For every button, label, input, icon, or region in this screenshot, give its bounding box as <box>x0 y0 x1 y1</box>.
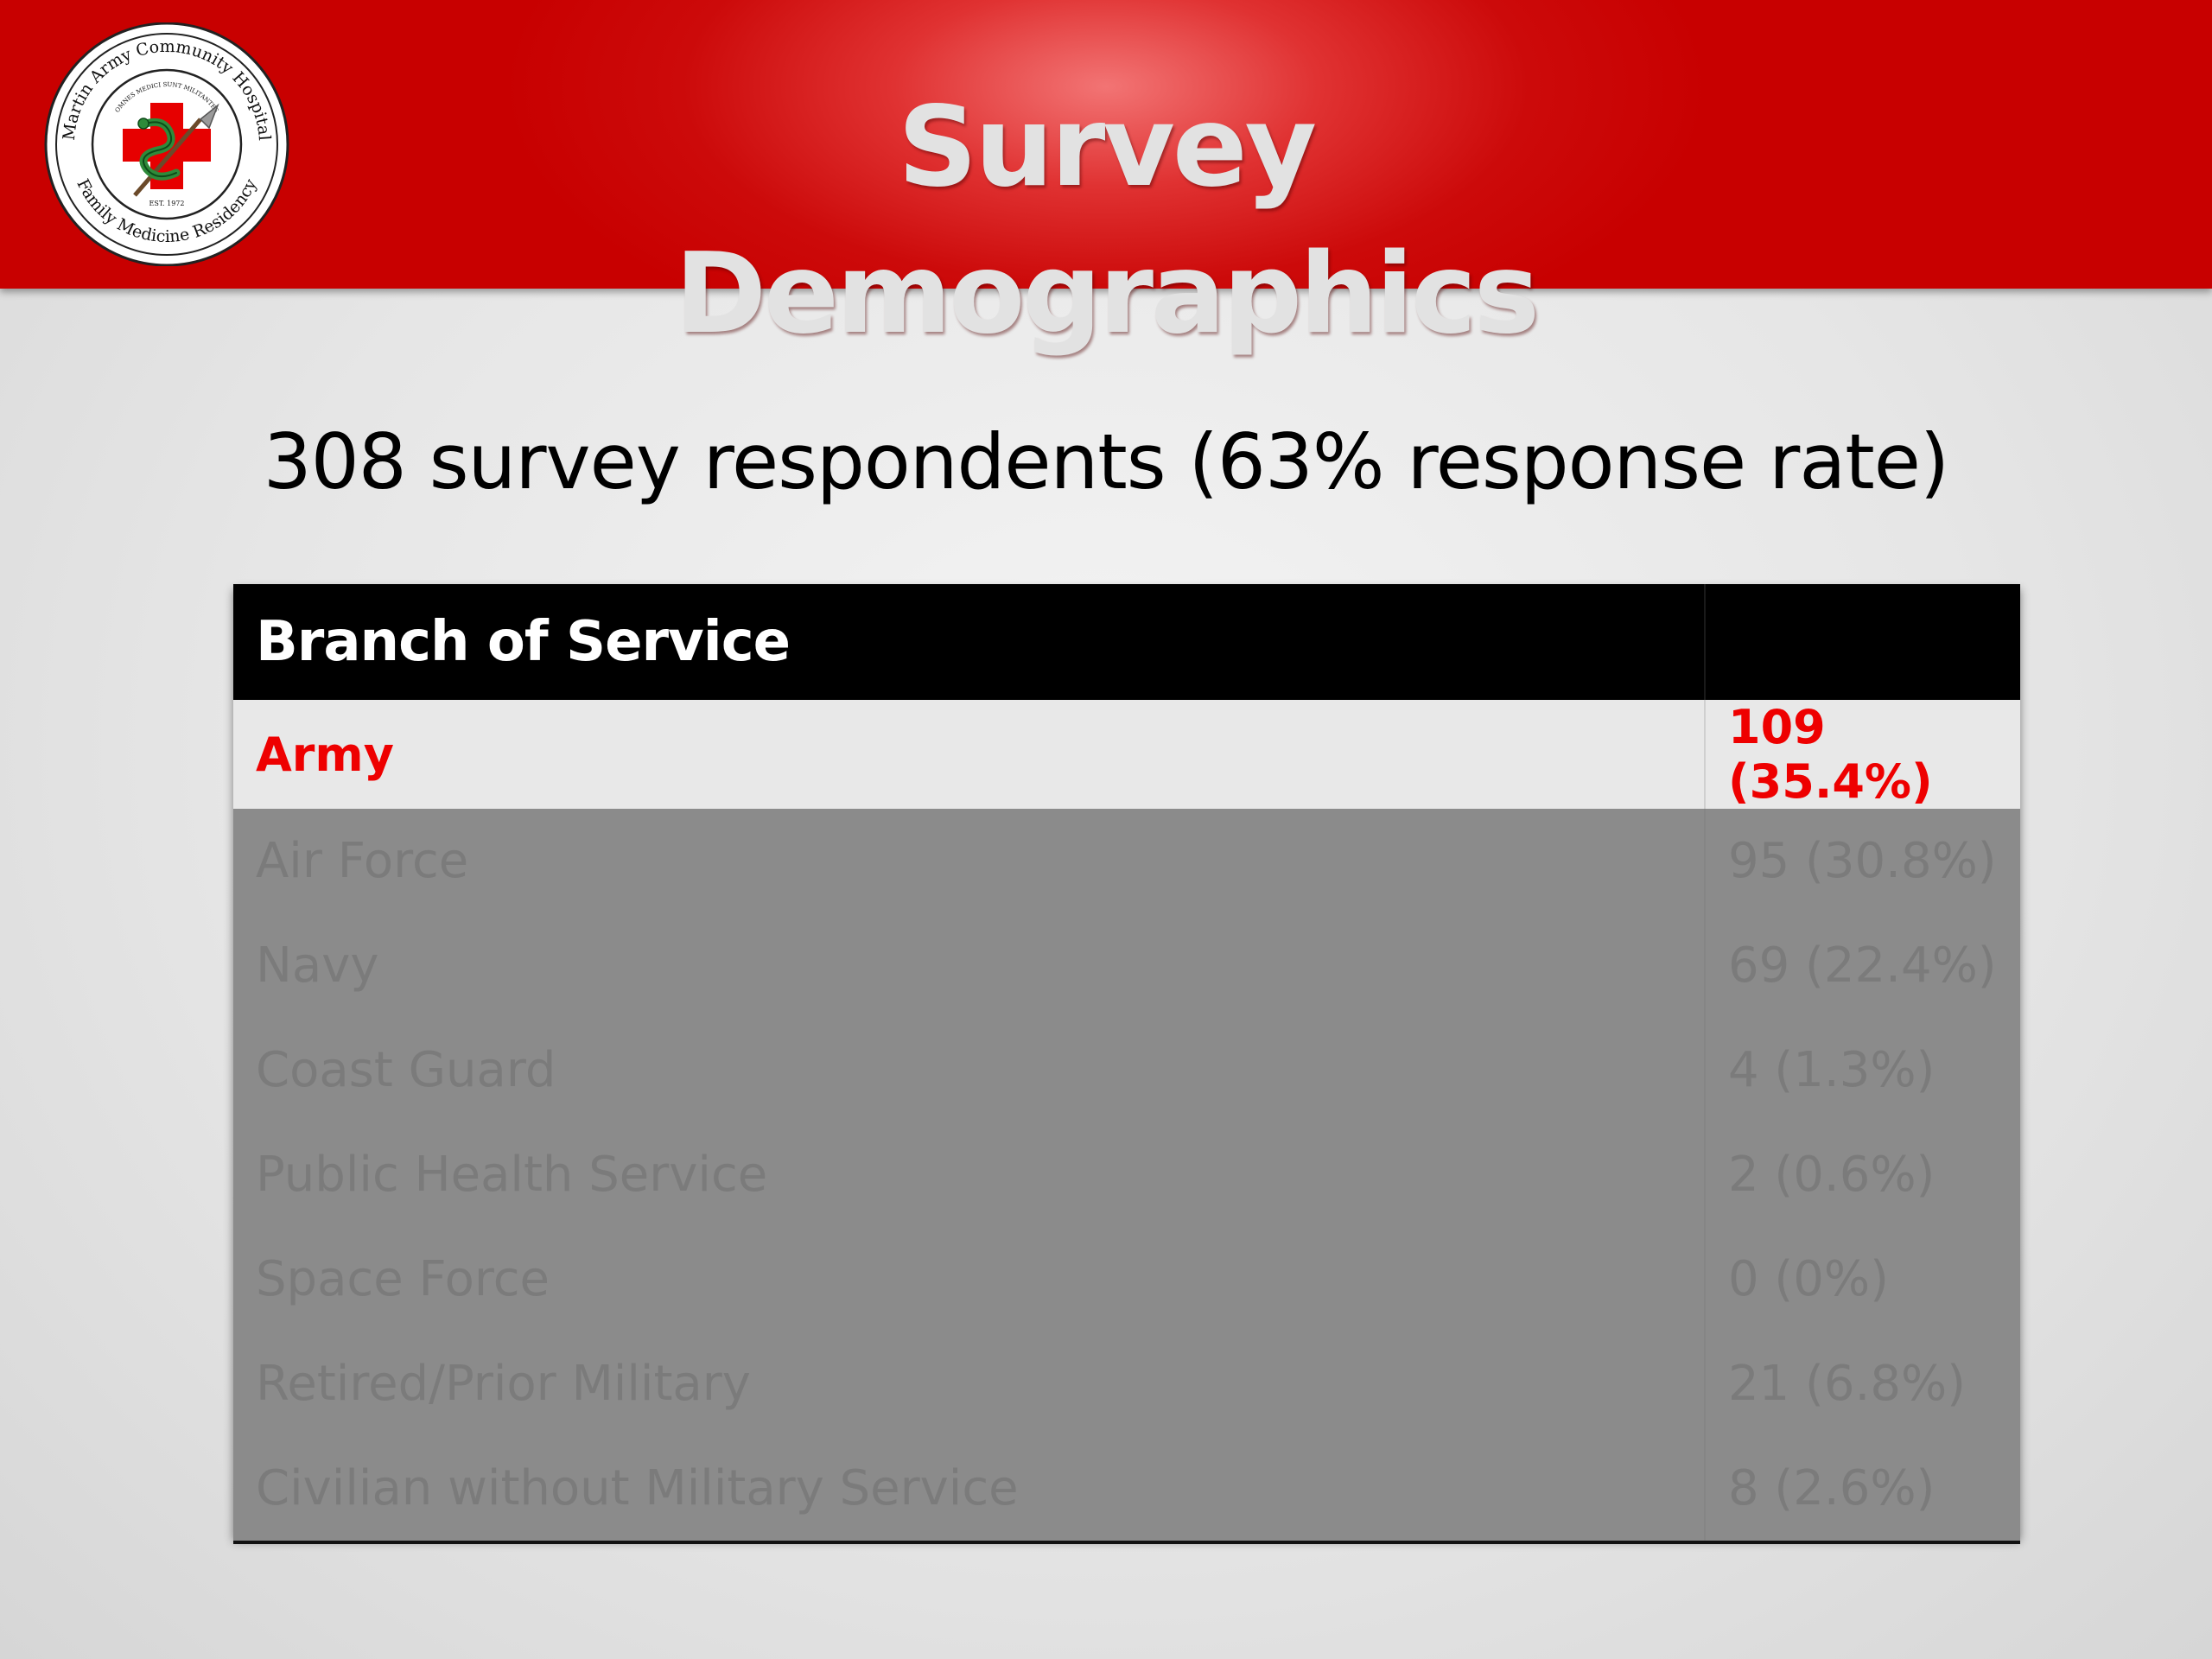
branch-label: Navy <box>233 913 1705 1018</box>
branch-count: 95 (30.8%) <box>1704 809 2020 913</box>
table-row: Space Force 0 (0%) <box>233 1227 2020 1332</box>
branch-count: 109 (35.4%) <box>1704 700 2020 809</box>
slide-title: Survey Demographics <box>674 83 1540 359</box>
count-column-header <box>1704 584 2020 700</box>
table-row: Coast Guard 4 (1.3%) <box>233 1018 2020 1122</box>
table-row: Public Health Service 2 (0.6%) <box>233 1122 2020 1227</box>
branch-label: Air Force <box>233 809 1705 913</box>
table-row: Air Force 95 (30.8%) <box>233 809 2020 913</box>
title-banner: Martin Army Community Hospital Family Me… <box>0 0 2212 359</box>
branch-label: Space Force <box>233 1227 1705 1332</box>
branch-count: 21 (6.8%) <box>1704 1332 2020 1436</box>
branch-label: Civilian without Military Service <box>233 1436 1705 1544</box>
respondents-summary: 308 survey respondents (63% response rat… <box>263 417 1949 506</box>
branch-count: 69 (22.4%) <box>1704 913 2020 1018</box>
branch-label: Retired/Prior Military <box>233 1332 1705 1436</box>
table-header-row: Branch of Service <box>233 584 2020 700</box>
branch-of-service-table: Branch of Service Army 109 (35.4%) Air F… <box>233 584 2020 1544</box>
branch-count: 8 (2.6%) <box>1704 1436 2020 1544</box>
branch-label: Army <box>233 700 1705 809</box>
table-row: Civilian without Military Service 8 (2.6… <box>233 1436 2020 1544</box>
table-row: Retired/Prior Military 21 (6.8%) <box>233 1332 2020 1436</box>
branch-label: Coast Guard <box>233 1018 1705 1122</box>
table-row: Navy 69 (22.4%) <box>233 913 2020 1018</box>
branch-count: 0 (0%) <box>1704 1227 2020 1332</box>
branch-count: 4 (1.3%) <box>1704 1018 2020 1122</box>
branch-column-header: Branch of Service <box>233 584 1705 700</box>
branch-label: Public Health Service <box>233 1122 1705 1227</box>
table-row-army: Army 109 (35.4%) <box>233 700 2020 809</box>
svg-text:EST. 1972: EST. 1972 <box>149 200 185 207</box>
branch-count: 2 (0.6%) <box>1704 1122 2020 1227</box>
hospital-seal-logo: Martin Army Community Hospital Family Me… <box>41 22 292 267</box>
